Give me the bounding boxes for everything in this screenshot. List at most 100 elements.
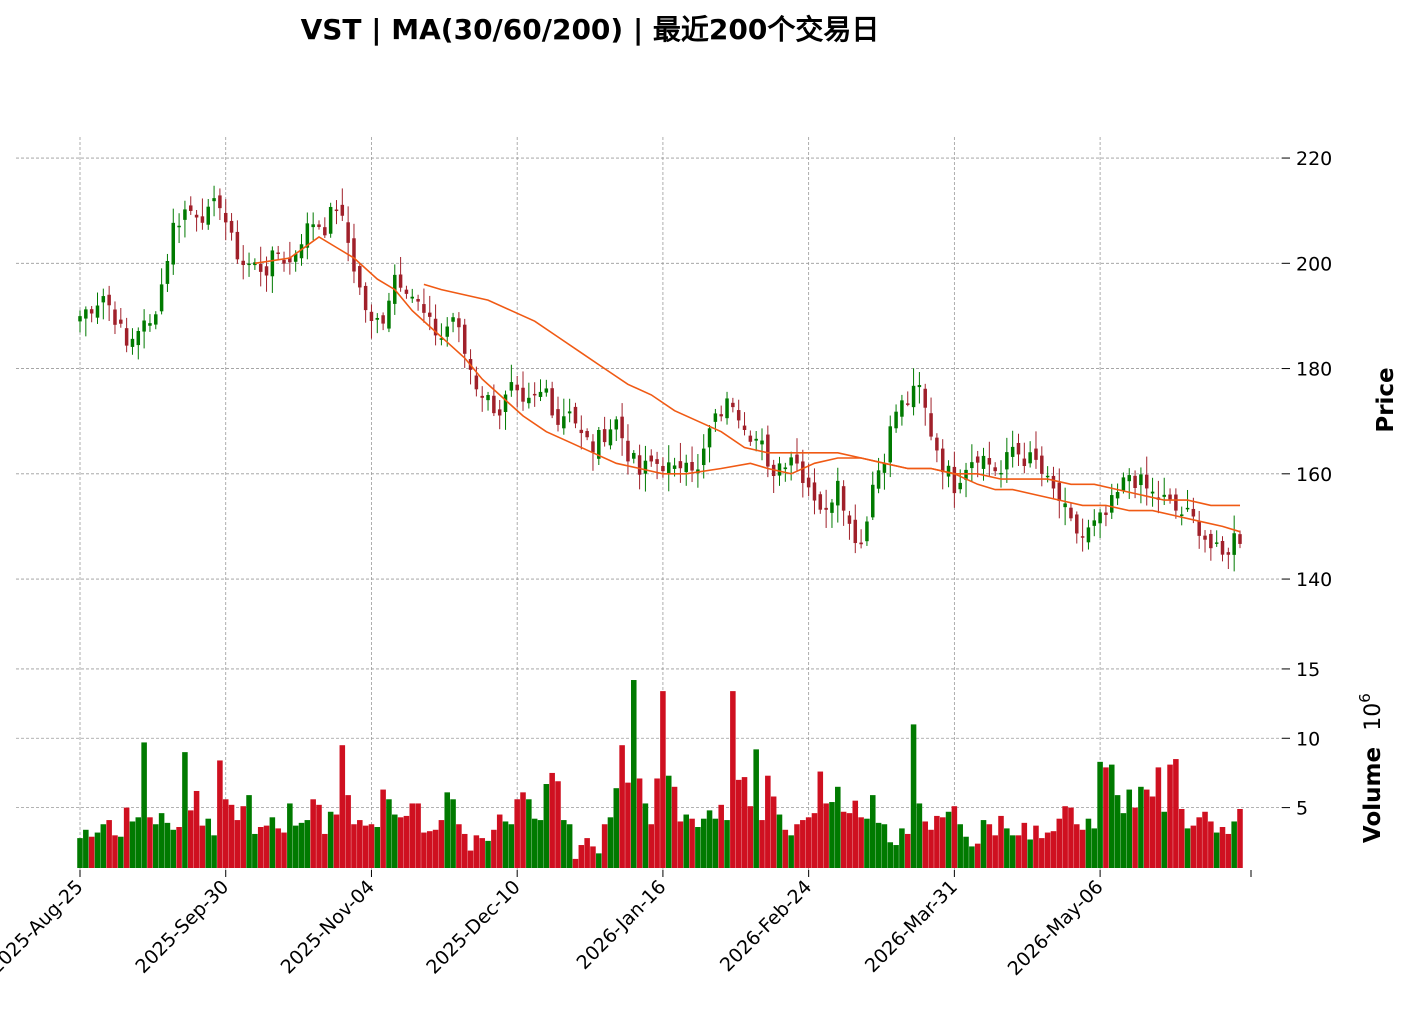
volume-bar xyxy=(648,824,655,868)
volume-bar xyxy=(1074,824,1080,868)
candle-body xyxy=(130,338,135,347)
candle-body xyxy=(993,467,997,472)
candle-body xyxy=(206,206,210,225)
volume-bar xyxy=(969,846,975,868)
candle-body xyxy=(328,206,333,234)
volume-bar xyxy=(520,792,526,868)
candle-body xyxy=(218,195,222,209)
volume-bar xyxy=(794,824,800,868)
volume-bar xyxy=(928,829,934,868)
candle-body xyxy=(229,220,234,233)
volume-bar xyxy=(531,818,538,868)
candle-body xyxy=(620,416,624,439)
volume-bar xyxy=(205,818,212,868)
candle-body xyxy=(725,398,729,419)
volume-bar xyxy=(986,824,993,868)
volume-bar xyxy=(1097,761,1103,868)
price-tick-label: 160 xyxy=(1296,464,1332,486)
candle-body xyxy=(113,309,117,325)
date-tick-label: 2025-Nov-04 xyxy=(277,876,379,978)
candle-body xyxy=(1127,475,1131,482)
volume-bar xyxy=(421,832,427,868)
candle-body xyxy=(830,502,834,513)
volume-bar xyxy=(508,824,515,868)
volume-bar xyxy=(1068,807,1074,868)
volume-bar xyxy=(514,799,520,868)
candle-body xyxy=(940,448,945,473)
volume-tick-label: 15 xyxy=(1296,659,1320,681)
volume-bar xyxy=(881,824,888,868)
volume-bar xyxy=(1213,832,1220,868)
candle-body xyxy=(637,455,642,475)
price-tick-label: 200 xyxy=(1296,253,1332,275)
candle-body xyxy=(154,314,158,325)
volume-bar xyxy=(683,814,689,868)
candle-body xyxy=(795,454,799,464)
candle-body xyxy=(661,466,665,472)
candle-body xyxy=(1034,448,1038,460)
volume-bar xyxy=(846,813,853,868)
volume-bar xyxy=(164,822,171,868)
candle-body xyxy=(136,330,141,346)
volume-bar xyxy=(590,846,596,868)
candle-body xyxy=(1110,495,1114,513)
candle-body xyxy=(783,467,788,470)
volume-bar xyxy=(566,824,573,868)
volume-bar xyxy=(963,836,969,868)
candle-body xyxy=(836,480,840,506)
volume-bar xyxy=(1120,813,1127,868)
candle-body xyxy=(608,429,613,446)
volume-bar xyxy=(1108,764,1115,868)
volume-bar xyxy=(893,845,899,868)
volume-bar xyxy=(805,817,812,868)
volume-bar xyxy=(316,804,322,868)
volume-bar xyxy=(368,824,375,868)
volume-bar xyxy=(491,829,497,868)
candle-body xyxy=(532,393,537,396)
candle-body xyxy=(375,317,380,320)
candle-body xyxy=(929,413,933,437)
volume-bar xyxy=(240,806,246,868)
volume-bar xyxy=(957,824,963,868)
volume-bar xyxy=(1202,811,1208,868)
volume-bar xyxy=(129,821,136,868)
volume-bar xyxy=(153,824,159,868)
volume-bar xyxy=(811,813,818,868)
volume-bar xyxy=(88,836,95,868)
ma-line xyxy=(423,283,1240,507)
volume-bar xyxy=(829,802,835,868)
candle-body xyxy=(457,318,461,328)
volume-bar xyxy=(741,777,748,868)
candle-body xyxy=(911,385,916,408)
candle-body xyxy=(567,411,572,414)
volume-bar xyxy=(945,811,952,868)
candle-body xyxy=(159,284,164,312)
volume-bar xyxy=(485,840,491,868)
volume-bar xyxy=(287,803,293,868)
price-axis-label: Price xyxy=(1373,367,1399,432)
volume-bar xyxy=(1237,808,1243,868)
volume-bar xyxy=(1132,807,1138,868)
volume-bar xyxy=(438,820,445,868)
candle-body xyxy=(801,461,805,483)
candle-body xyxy=(1098,512,1102,524)
candle-body xyxy=(597,429,601,459)
volume-bar xyxy=(100,824,107,868)
candle-body xyxy=(859,542,863,545)
volume-bar xyxy=(665,775,672,868)
candle-body xyxy=(462,324,467,354)
candle-body xyxy=(352,238,356,272)
volume-bar xyxy=(292,825,299,868)
candle-body xyxy=(964,469,968,480)
candle-body xyxy=(410,296,415,299)
volume-tick-label: 10 xyxy=(1296,728,1320,750)
candle-body xyxy=(258,263,263,272)
candle-body xyxy=(614,419,619,430)
volume-bar xyxy=(1208,821,1214,868)
candle-body xyxy=(480,395,484,398)
volume-bar xyxy=(939,817,946,868)
volume-bar xyxy=(409,803,416,868)
volume-bar xyxy=(193,790,200,868)
candle-body xyxy=(1063,503,1067,508)
